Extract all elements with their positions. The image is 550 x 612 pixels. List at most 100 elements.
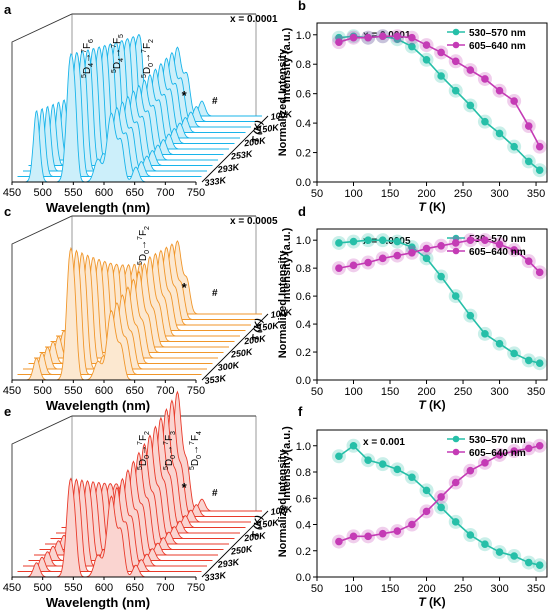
data-point	[451, 292, 460, 300]
temperature-label: 200K	[242, 530, 267, 543]
temperature-label: 293K	[216, 557, 241, 570]
transition-label: 5D0→7F2	[141, 39, 155, 78]
temperature-label: 100K	[270, 504, 294, 517]
marker-hash: #	[212, 96, 218, 107]
y-tick-label: 0.4	[296, 319, 311, 331]
x-axis-title: Wavelength (nm)	[46, 200, 150, 215]
legend-label: 530–570 nm	[469, 435, 526, 446]
data-point	[495, 339, 504, 348]
y-tick-label: 0.0	[296, 572, 311, 584]
transition-lower-multiplicity: 7	[141, 49, 148, 53]
transition-upper-j: 0	[144, 455, 151, 459]
x-tick-label: 250	[454, 188, 472, 200]
data-point	[335, 264, 343, 272]
x-tick-label: 450	[3, 187, 21, 199]
y-tick-label: 0.2	[296, 347, 311, 359]
legend-swatch-marker	[452, 247, 460, 255]
data-point	[524, 122, 533, 130]
transition-upper-term: D	[164, 459, 175, 466]
x-axis-title-symbol: T	[418, 200, 427, 214]
y-tick-label: 0.4	[296, 118, 311, 130]
x-tick-label: 650	[125, 582, 143, 594]
x-tick-label: 500	[33, 187, 51, 199]
x-tick-label: 450	[3, 582, 21, 594]
data-point	[437, 241, 445, 250]
depth-axis	[201, 510, 269, 578]
data-point	[422, 41, 431, 49]
transition-lower-term: F	[138, 435, 149, 441]
x-tick-label: 750	[187, 187, 205, 199]
transition-label: 5D4→7F5	[111, 34, 125, 73]
data-point	[408, 520, 416, 529]
x-tick-label: 500	[33, 385, 51, 397]
spectrum-mask	[12, 478, 196, 577]
transition-lower-term: F	[164, 435, 175, 441]
transition-label: 5D0→7F4	[189, 431, 203, 470]
data-point	[364, 532, 372, 541]
transition-upper-multiplicity: 5	[141, 74, 148, 78]
transition-lower-term: F	[142, 43, 153, 49]
x-tick-label: 200	[417, 188, 435, 200]
y-axis-title: Normalized Intensity	[277, 250, 289, 358]
temperature-label: 100K	[270, 307, 294, 320]
transition-arrow: →	[82, 53, 93, 63]
data-point	[451, 86, 460, 95]
chart-d: d 50 100 150 200 250 300 350 0.0 0.2 0.4 0.6 0.8 1.0 N…	[277, 204, 548, 412]
data-point	[393, 465, 402, 474]
x-tick-label: 200	[417, 386, 435, 398]
depth-axis	[201, 313, 269, 381]
x-axis-title: T (K)	[418, 398, 445, 412]
transition-upper-j: 0	[148, 63, 155, 67]
data-point	[535, 142, 544, 151]
plot-frame	[316, 22, 548, 183]
transition-upper-multiplicity: 5	[189, 466, 196, 470]
x-axis-title: T (K)	[418, 200, 445, 214]
y-tick-label: 0.6	[296, 89, 311, 101]
x-tick-label: 750	[187, 385, 205, 397]
transition-lower-multiplicity: 7	[137, 236, 144, 240]
marker-hash: #	[212, 288, 218, 299]
transition-upper-term: D	[190, 459, 201, 466]
y-tick-label: 0.2	[296, 148, 311, 160]
y-tick-label: 0.0	[296, 177, 311, 189]
data-point	[422, 507, 431, 516]
transition-upper-term: D	[82, 67, 93, 74]
box-frame	[11, 415, 256, 577]
transition-upper-j: 0	[196, 455, 203, 459]
data-point	[335, 38, 343, 46]
data-point	[466, 531, 475, 539]
y-tick-label: 0.4	[296, 520, 311, 532]
x-tick-label: 350	[527, 188, 545, 200]
data-point	[535, 268, 544, 277]
transition-arrow: →	[190, 445, 201, 455]
x-tick-label: 700	[156, 582, 174, 594]
data-point	[510, 349, 518, 358]
transition-lower-term: F	[138, 230, 149, 236]
legend-label: 605–640 nm	[469, 448, 526, 459]
transition-lower-multiplicity: 7	[163, 441, 170, 445]
temperature-label: 253K	[229, 148, 254, 161]
temperature-label: 333K	[204, 570, 228, 583]
x-axis-title-unit: (K)	[426, 398, 446, 412]
chart-f: f 50 100 150 200 250 300 350 0.0 0.2 0.4 0.6 0.8 1.0 N…	[277, 404, 548, 609]
data-point	[408, 33, 416, 42]
transition-upper-multiplicity: 5	[81, 74, 88, 78]
data-point	[451, 239, 460, 247]
transition-upper-j: 4	[88, 63, 95, 67]
depth-axis-title: T (K)	[250, 119, 265, 144]
transition-label: 5D0→7F3	[163, 431, 177, 470]
plot-frame	[316, 429, 548, 578]
data-point	[510, 246, 518, 254]
x-tick-label: 600	[95, 582, 113, 594]
data-point	[437, 493, 445, 501]
transition-label: 5D0→7F2	[137, 431, 151, 470]
data-point	[378, 460, 387, 468]
chart-b: b 50 100 150 200 250 300 350 0.0 0.2 0.4 0.6 0.8 1.0 N…	[277, 0, 548, 214]
panel-label: f	[298, 404, 303, 419]
data-point	[422, 56, 431, 64]
y-axis-title: Normalized Intensity	[277, 48, 289, 156]
y-tick-label: 0.0	[296, 375, 311, 387]
data-point	[510, 142, 518, 151]
y-tick-label: 0.2	[296, 546, 311, 558]
